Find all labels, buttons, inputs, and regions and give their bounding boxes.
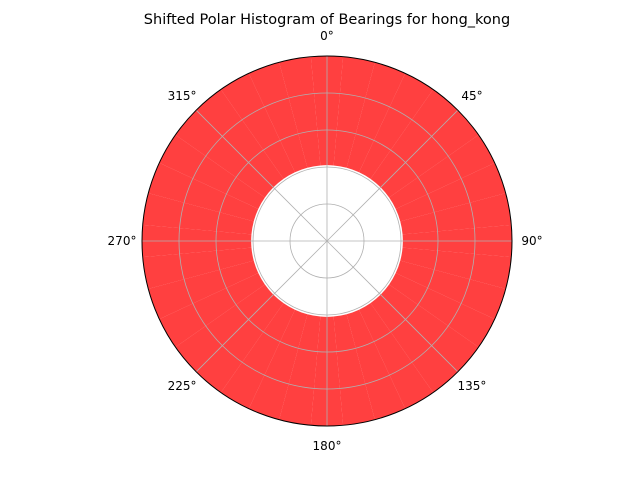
histogram-bar [395,162,506,222]
histogram-bar [346,309,406,420]
radial-gridline [289,203,365,279]
histogram-bar [159,134,265,209]
histogram-bar [346,62,406,173]
radial-gridline [178,92,476,390]
histogram-bar [279,56,321,168]
histogram-bar [370,294,458,393]
histogram-bar [279,314,321,426]
histogram-bar [175,110,274,198]
histogram-bar [333,56,375,168]
histogram-bar [380,284,479,372]
theta-gridline [195,109,328,242]
radial-gridline [252,166,402,316]
histogram-bar [175,284,274,372]
histogram-bar [400,247,512,289]
theta-tick-label: 0° [320,29,334,43]
histogram-bar [400,193,512,235]
bars-layer [142,55,513,427]
theta-tick-label: 270° [108,234,137,248]
theta-gridline [195,240,328,373]
histogram-bar [370,89,458,188]
theta-tick-label: 135° [458,379,487,393]
histogram-bar [220,73,295,179]
theta-gridline [326,109,459,242]
polar-frame [141,55,513,427]
theta-gridline [326,240,459,373]
histogram-bar [389,134,495,209]
theta-tick-label: 45° [461,89,482,103]
histogram-bar [196,294,284,393]
theta-tick-label: 225° [168,379,197,393]
histogram-bar [333,314,375,426]
theta-tick-label: 90° [521,234,542,248]
histogram-bar [148,162,259,222]
histogram-bar [148,260,259,320]
histogram-bar [142,193,254,235]
theta-tick-labels: 0° 45° 90° 135° 180° 225° 270° 315° [108,29,543,453]
histogram-bar [248,62,308,173]
chart-title: Shifted Polar Histogram of Bearings for … [144,12,510,28]
histogram-bar [389,273,495,348]
histogram-bar [142,247,254,289]
histogram-bar [359,73,434,179]
theta-tick-label: 180° [313,439,342,453]
histogram-bar [159,273,265,348]
histogram-bar [380,110,479,198]
grid-layer [142,56,512,426]
histogram-bar [248,309,308,420]
radial-gridline [215,129,439,353]
theta-tick-label: 315° [168,89,197,103]
histogram-bar [395,260,506,320]
histogram-bar [220,303,295,409]
histogram-bar [196,89,284,188]
histogram-bar [359,303,434,409]
